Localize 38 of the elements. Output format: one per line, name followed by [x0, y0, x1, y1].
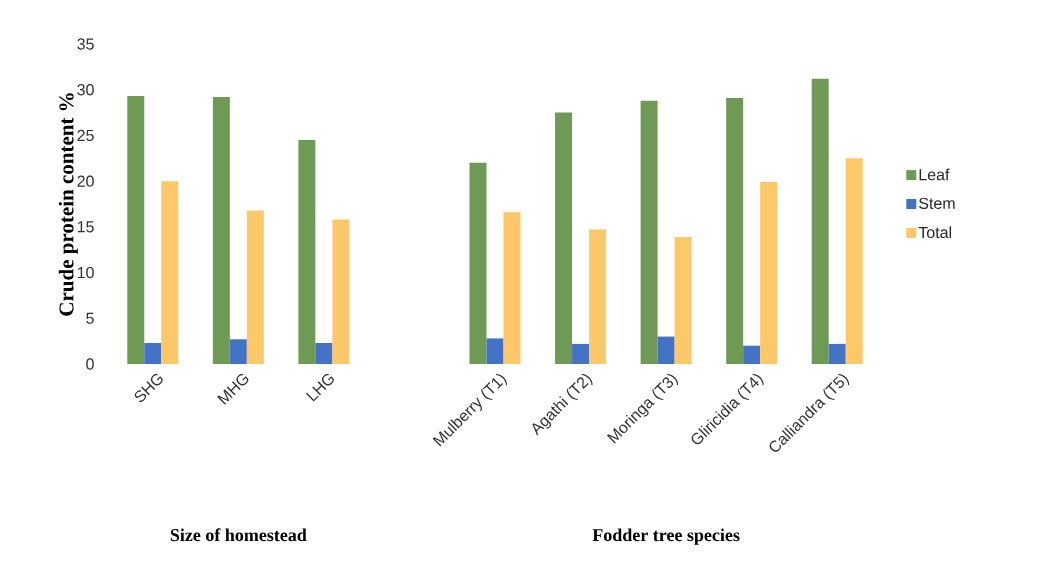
legend-label: Total [918, 226, 952, 239]
legend-label: Stem [919, 197, 955, 209]
bar [555, 112, 573, 364]
bar [212, 97, 230, 364]
y-tick-label: 35 [77, 38, 94, 50]
y-tick-label: 10 [77, 266, 94, 279]
bar [845, 158, 863, 364]
y-tick-label: 0 [86, 358, 94, 370]
bar [828, 343, 846, 364]
bar [760, 182, 778, 364]
bar [503, 212, 521, 364]
bar [161, 181, 179, 364]
bar [726, 97, 744, 364]
bar [315, 342, 333, 364]
bar [743, 345, 761, 364]
bar [298, 140, 316, 364]
bar [674, 236, 692, 364]
bar [229, 339, 247, 364]
y-axis-title: Crude protein content % [58, 93, 78, 316]
y-tick-label: 30 [77, 84, 94, 96]
bar [811, 78, 829, 364]
text: Size of homestead [170, 528, 307, 542]
legend-label: Leaf [919, 168, 950, 181]
y-tick-label: 5 [86, 312, 94, 324]
bar [246, 210, 264, 364]
y-tick-label: 20 [77, 175, 94, 187]
bar [332, 219, 350, 364]
bar [640, 100, 658, 364]
y-tick-label: 25 [77, 129, 94, 142]
bar [657, 336, 675, 364]
y-tick-label: 15 [77, 221, 94, 233]
bar [572, 343, 590, 364]
bar [589, 229, 607, 364]
bar [469, 162, 487, 364]
text: Fodder tree species [592, 528, 740, 545]
bar [144, 342, 162, 364]
bar [127, 96, 145, 364]
bar [486, 338, 504, 364]
